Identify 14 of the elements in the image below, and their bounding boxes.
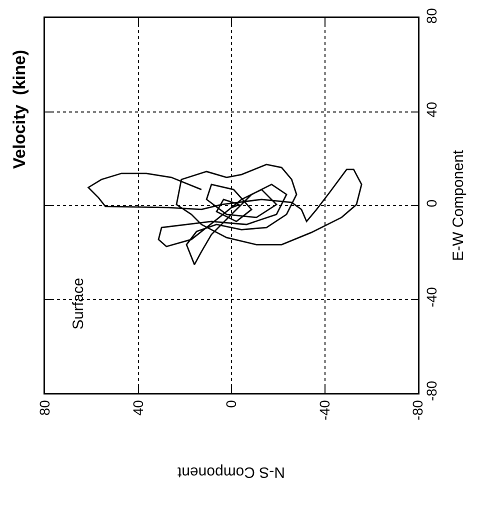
- y-tick-label: -80: [423, 380, 440, 402]
- text: Velocity (kine): [10, 50, 30, 169]
- y-tick-label: 80: [423, 8, 440, 24]
- x-tick-label: -40: [316, 400, 332, 420]
- x-tick-label: 0: [223, 400, 240, 408]
- y-tick-label: -40: [423, 286, 440, 308]
- annotation: Surface: [70, 278, 87, 330]
- y-axis-title: E-W Component: [450, 149, 468, 261]
- y-tick-label: 0: [423, 199, 440, 208]
- x-axis-title: N-S Component: [176, 464, 285, 480]
- x-tick-label: -80: [410, 400, 426, 420]
- y-tick-label: 40: [423, 102, 440, 118]
- x-tick-label: 40: [130, 400, 146, 416]
- x-tick-label: 80: [36, 400, 53, 416]
